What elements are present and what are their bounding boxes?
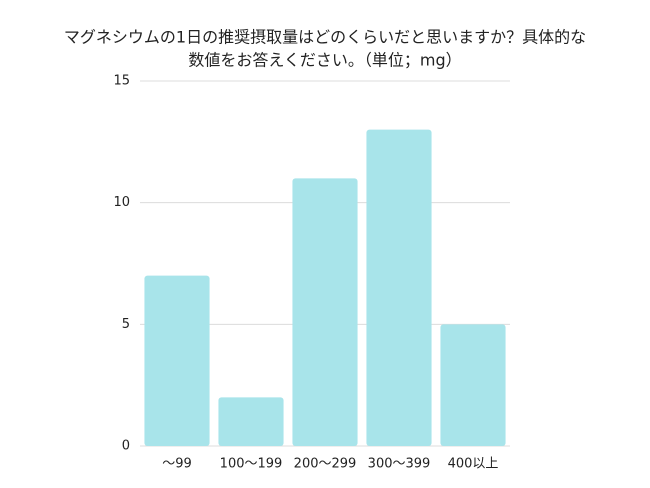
bar [218,397,284,446]
x-tick-label: 200〜299 [294,457,357,472]
y-tick-label: 5 [122,317,130,332]
y-tick-label: 15 [113,74,130,89]
x-tick-label: 〜99 [162,457,192,472]
bar [292,178,358,447]
chart-title: マグネシウムの1日の推奨摂取量はどのくらいだと思いますか？具体的な [64,28,586,47]
bar [144,275,210,446]
bar [366,129,432,446]
x-tick-label: 100〜199 [220,457,283,472]
bar [440,324,506,446]
chart-title: 数値をお答えください。（単位；mg） [188,51,461,70]
x-tick-label: 400以上 [448,457,499,472]
y-tick-label: 10 [113,195,130,210]
x-tick-label: 300〜399 [368,457,431,472]
y-tick-label: 0 [122,439,130,454]
